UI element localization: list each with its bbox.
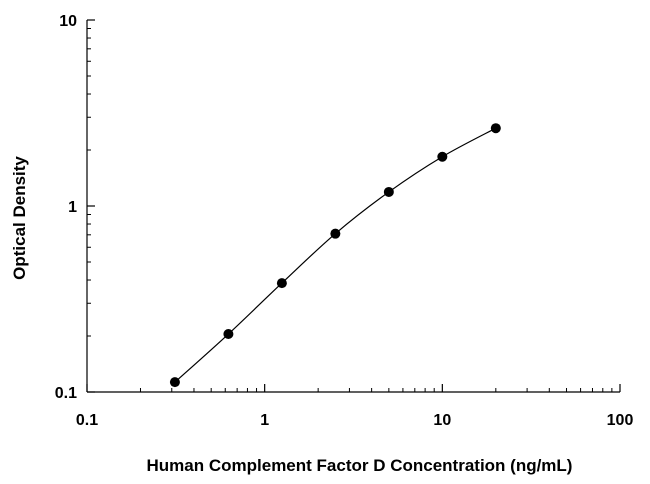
y-axis-tick-labels: 0.1 1 10 [55,13,77,402]
data-point [223,329,234,340]
data-point [437,151,448,162]
data-point [490,123,501,134]
y-tick-label: 10 [59,13,77,30]
x-axis-ticks [86,384,621,392]
data-point [330,228,341,239]
x-axis-title: Human Complement Factor D Concentration … [147,456,573,475]
x-tick-label: 1 [260,412,269,429]
x-tick-label: 100 [607,412,634,429]
x-tick-label: 0.1 [76,412,98,429]
y-axis-ticks [87,19,95,393]
data-point [276,278,287,289]
data-point [169,377,180,388]
data-point [383,186,394,197]
y-tick-label: 0.1 [55,385,77,402]
x-axis-tick-labels: 0.1 1 10 100 [76,412,634,429]
data-points [169,123,501,388]
x-tick-label: 10 [433,412,451,429]
y-tick-label: 1 [68,199,77,216]
fit-curve [174,127,497,383]
y-axis-title: Optical Density [10,156,29,280]
